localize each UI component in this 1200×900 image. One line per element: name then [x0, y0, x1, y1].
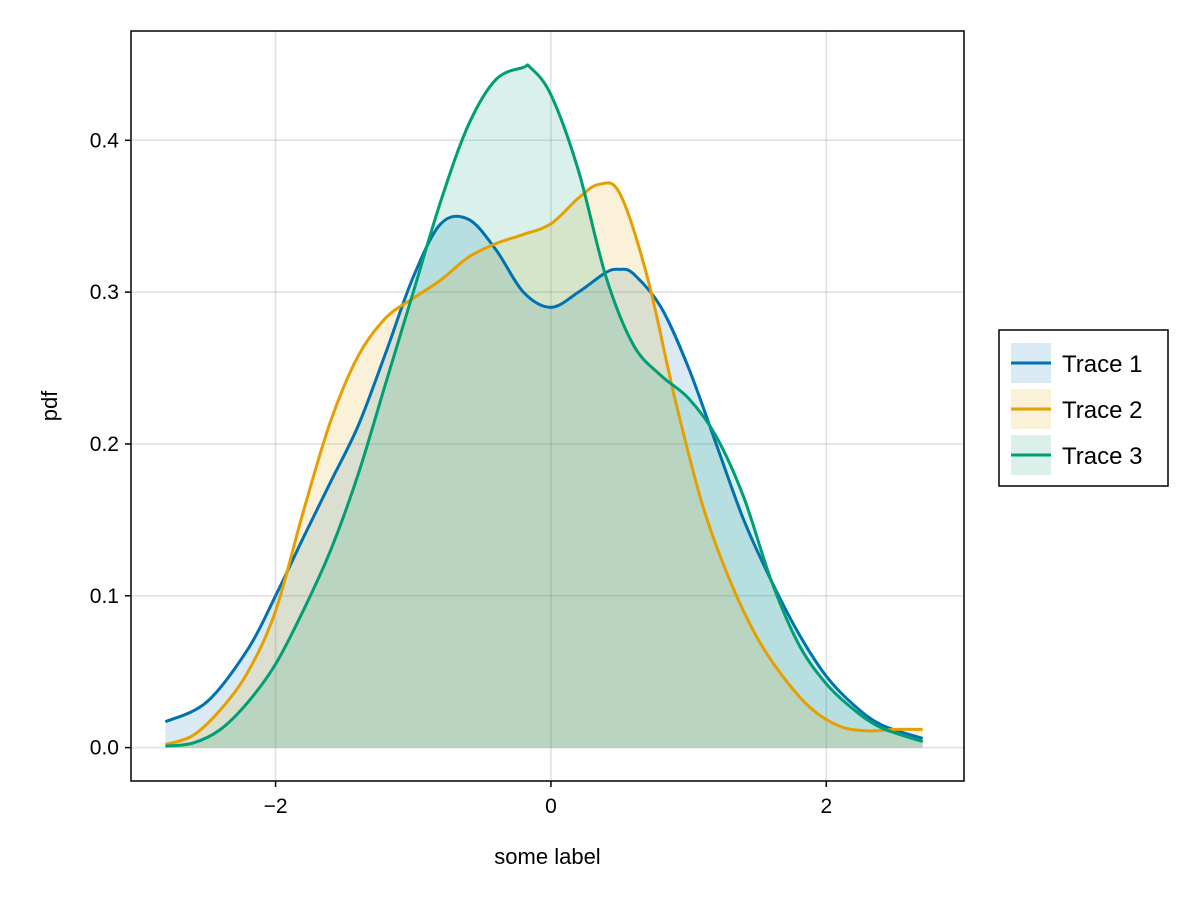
series-1-line [164, 214, 924, 740]
x-axis-label: some label [494, 844, 600, 869]
series-2-area [165, 182, 923, 748]
x-tick-label: −2 [264, 795, 288, 818]
series-2-line [164, 181, 923, 747]
legend-label: Trace 3 [1062, 443, 1142, 470]
series-3-line [165, 63, 924, 748]
y-tick-label: 0.0 [90, 737, 119, 760]
y-axis-ticks: 0.0 0.1 0.2 0.3 0.4 [90, 129, 131, 760]
legend-label: Trace 2 [1062, 397, 1142, 424]
y-axis-label: pdf [37, 390, 62, 421]
y-tick-label: 0.2 [90, 433, 119, 456]
area-fills [165, 64, 923, 748]
y-tick-label: 0.3 [90, 281, 119, 304]
series-lines [164, 63, 924, 748]
series-3-area [165, 64, 923, 748]
legend: Trace 1 Trace 2 Trace 3 [998, 329, 1169, 487]
x-tick-label: 2 [820, 795, 832, 818]
grid [131, 31, 964, 781]
x-tick-label: 0 [545, 795, 557, 818]
x-axis-ticks: −2 0 2 [264, 781, 832, 818]
y-tick-label: 0.1 [90, 585, 119, 608]
plot-frame [130, 30, 965, 782]
legend-label: Trace 1 [1062, 351, 1142, 378]
series-1-area [165, 216, 923, 748]
y-tick-label: 0.4 [90, 129, 120, 152]
